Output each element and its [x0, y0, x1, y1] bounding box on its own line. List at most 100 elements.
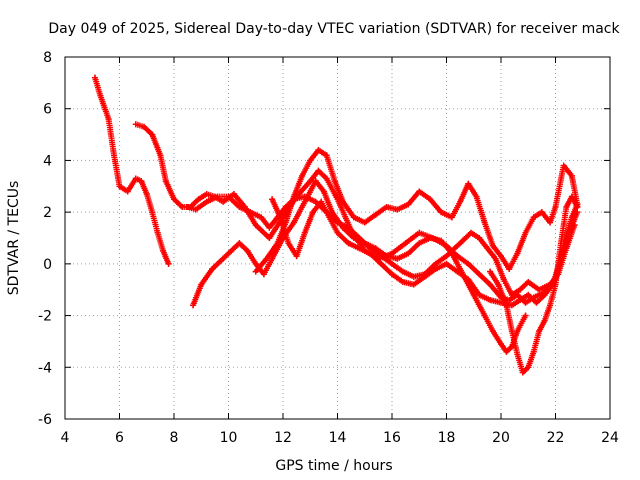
data-point: [290, 193, 297, 200]
data-point: [574, 209, 581, 216]
data-point: [432, 266, 439, 273]
x-tick-label: 24: [601, 430, 619, 446]
data-point: [266, 224, 273, 231]
data-point: [320, 188, 327, 195]
data-point: [356, 235, 363, 241]
data-point: [394, 255, 401, 262]
data-point: [506, 266, 513, 273]
data-point: [203, 191, 210, 198]
data-point: [410, 281, 417, 288]
x-tick-label: 14: [329, 430, 347, 446]
data-point: [443, 253, 450, 260]
data-point: [525, 278, 532, 285]
data-point: [247, 209, 254, 216]
data-point: [514, 351, 521, 358]
data-point: [162, 178, 169, 185]
data-point: [323, 175, 330, 182]
data-point: [269, 255, 276, 262]
data-point: [533, 299, 540, 306]
data-point: [503, 348, 510, 355]
series-track-1: [91, 74, 172, 267]
data-point: [378, 260, 385, 267]
x-tick-label: 16: [383, 430, 401, 446]
data-point: [492, 255, 499, 262]
data-point: [438, 237, 445, 244]
data-point: [487, 297, 494, 304]
data-point: [541, 291, 548, 298]
data-point: [487, 268, 494, 275]
data-point: [179, 203, 186, 210]
data-point: [339, 198, 346, 205]
data-point: [372, 211, 379, 218]
data-point: [323, 152, 330, 159]
data-point: [244, 247, 251, 254]
data-point: [416, 229, 423, 236]
data-point: [498, 253, 504, 260]
data-point: [568, 172, 575, 179]
data-point: [367, 250, 374, 257]
data-point: [498, 341, 504, 348]
data-point: [269, 196, 276, 203]
data-point: [154, 229, 161, 236]
data-point: [345, 240, 352, 247]
data-point: [525, 364, 532, 371]
data-point: [367, 245, 374, 252]
data-point: [468, 229, 475, 236]
data-point: [522, 229, 529, 236]
data-point: [252, 222, 259, 229]
data-point: [230, 191, 237, 198]
data-point: [538, 209, 545, 216]
data-point: [574, 203, 581, 210]
data-point: [465, 260, 472, 267]
data-point: [91, 74, 98, 81]
data-point: [508, 302, 515, 309]
data-point: [522, 312, 529, 319]
data-point: [132, 175, 139, 182]
data-point: [334, 229, 341, 236]
data-point: [410, 273, 417, 280]
data-point: [432, 260, 439, 267]
data-point: [220, 255, 227, 262]
x-tick-label: 8: [170, 430, 179, 446]
data-point: [236, 240, 243, 247]
data-point: [421, 273, 428, 280]
data-point: [209, 266, 216, 273]
data-point: [451, 245, 458, 252]
data-point: [484, 245, 491, 252]
x-tick-label: 6: [115, 430, 124, 446]
x-tick-label: 4: [61, 430, 70, 446]
data-point: [517, 286, 524, 293]
data-point: [299, 172, 306, 179]
data-point: [495, 281, 502, 288]
data-point: [563, 203, 570, 210]
data-point: [195, 196, 202, 203]
series-track-7: [487, 193, 581, 376]
data-point: [97, 92, 104, 99]
data-point: [301, 229, 308, 236]
x-tick-label: 18: [438, 430, 456, 446]
data-point: [541, 317, 548, 324]
data-point: [318, 198, 325, 205]
y-tick-label: -2: [38, 309, 52, 325]
data-point: [334, 219, 341, 226]
data-point: [547, 219, 554, 226]
data-point: [514, 250, 521, 257]
data-point: [236, 203, 243, 210]
data-point: [361, 219, 368, 226]
data-point: [566, 229, 573, 236]
data-point: [536, 286, 543, 293]
data-point: [301, 193, 308, 200]
data-point: [557, 240, 564, 247]
data-point: [481, 219, 488, 226]
data-point: [530, 214, 537, 221]
data-point: [489, 242, 496, 249]
data-point: [500, 276, 507, 283]
data-point: [345, 224, 352, 231]
data-point: [427, 235, 434, 241]
series-track-3: [190, 178, 529, 355]
data-point: [282, 203, 289, 210]
data-point: [503, 302, 510, 309]
data-point: [350, 214, 357, 221]
